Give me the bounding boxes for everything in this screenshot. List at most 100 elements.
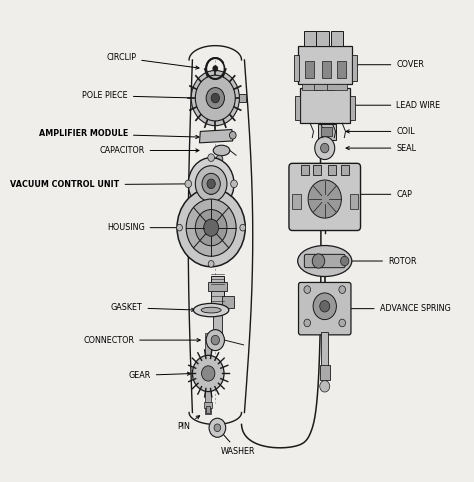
Circle shape	[209, 418, 226, 437]
Text: ROTOR: ROTOR	[338, 256, 417, 266]
FancyBboxPatch shape	[304, 254, 345, 268]
Bar	[340, 165, 349, 175]
Bar	[213, 304, 221, 334]
Bar	[301, 165, 309, 175]
Bar	[350, 194, 358, 209]
Circle shape	[206, 88, 225, 108]
Bar	[208, 282, 227, 291]
Ellipse shape	[298, 245, 352, 277]
Bar	[206, 406, 210, 414]
Circle shape	[188, 158, 234, 210]
Bar	[352, 55, 357, 81]
Circle shape	[201, 366, 215, 381]
Bar	[293, 55, 299, 81]
Circle shape	[208, 188, 214, 195]
Ellipse shape	[201, 307, 221, 313]
Circle shape	[229, 132, 236, 139]
Circle shape	[191, 70, 239, 126]
Bar	[318, 124, 336, 140]
Bar	[292, 194, 301, 209]
Circle shape	[177, 188, 245, 267]
Bar	[321, 332, 328, 366]
Circle shape	[204, 219, 219, 236]
Bar	[327, 84, 347, 90]
Bar	[314, 84, 334, 90]
Circle shape	[202, 174, 220, 194]
Text: CAP: CAP	[346, 190, 412, 199]
Circle shape	[210, 207, 220, 218]
Bar	[322, 61, 331, 78]
Bar	[304, 31, 317, 46]
Ellipse shape	[213, 145, 230, 156]
FancyBboxPatch shape	[299, 282, 351, 335]
Bar	[305, 61, 314, 78]
Text: COVER: COVER	[342, 60, 424, 69]
Circle shape	[208, 206, 214, 214]
Circle shape	[186, 199, 236, 256]
Circle shape	[206, 330, 225, 350]
Bar	[317, 31, 329, 46]
Circle shape	[339, 286, 346, 294]
Circle shape	[340, 256, 349, 266]
Text: GASKET: GASKET	[111, 303, 195, 312]
Circle shape	[339, 319, 346, 327]
Circle shape	[217, 163, 222, 169]
Circle shape	[320, 381, 330, 392]
Text: SEAL: SEAL	[346, 144, 416, 153]
Text: WASHER: WASHER	[220, 430, 255, 456]
Circle shape	[192, 355, 224, 391]
Circle shape	[211, 94, 219, 103]
Polygon shape	[200, 130, 233, 143]
Text: VACUUM CONTROL UNIT: VACUUM CONTROL UNIT	[10, 180, 193, 189]
Circle shape	[213, 66, 218, 71]
Ellipse shape	[193, 303, 229, 317]
Bar	[313, 165, 321, 175]
Bar	[204, 402, 212, 408]
Circle shape	[320, 143, 329, 153]
Circle shape	[216, 155, 223, 163]
Circle shape	[320, 301, 330, 312]
FancyBboxPatch shape	[300, 88, 350, 123]
Text: POLE PIECE: POLE PIECE	[82, 91, 195, 100]
Bar	[328, 165, 337, 175]
Circle shape	[231, 180, 237, 187]
Circle shape	[312, 254, 325, 268]
Circle shape	[304, 319, 310, 327]
Circle shape	[207, 179, 215, 188]
Text: LEAD WIRE: LEAD WIRE	[342, 101, 440, 110]
Text: CONNECTOR: CONNECTOR	[83, 335, 200, 345]
Bar	[350, 96, 355, 120]
Bar	[331, 31, 344, 46]
Circle shape	[240, 224, 246, 231]
Text: CIRCLIP: CIRCLIP	[106, 53, 199, 69]
Text: AMPLIFIER MODULE: AMPLIFIER MODULE	[39, 129, 199, 138]
Circle shape	[195, 210, 227, 246]
Bar	[337, 61, 346, 78]
Bar	[239, 94, 246, 102]
Bar	[295, 96, 300, 120]
FancyBboxPatch shape	[289, 163, 361, 230]
Circle shape	[185, 180, 191, 187]
Text: ADVANCE SPRING: ADVANCE SPRING	[338, 304, 450, 313]
Text: CAPACITOR: CAPACITOR	[100, 146, 199, 155]
Circle shape	[214, 424, 221, 431]
Bar	[211, 276, 224, 305]
Text: GEAR: GEAR	[128, 371, 191, 380]
Bar	[302, 84, 322, 90]
Circle shape	[315, 137, 335, 160]
Circle shape	[195, 166, 227, 202]
Bar	[320, 365, 330, 380]
FancyBboxPatch shape	[298, 46, 352, 84]
Circle shape	[195, 75, 235, 121]
Circle shape	[304, 286, 310, 294]
Circle shape	[308, 180, 341, 218]
Bar	[321, 127, 332, 136]
Circle shape	[313, 293, 337, 320]
Circle shape	[211, 335, 219, 345]
Circle shape	[208, 154, 214, 161]
Text: COIL: COIL	[346, 127, 415, 136]
Text: PIN: PIN	[178, 415, 200, 431]
Text: HOUSING: HOUSING	[107, 223, 193, 232]
Bar	[221, 296, 234, 308]
Bar	[205, 333, 211, 414]
